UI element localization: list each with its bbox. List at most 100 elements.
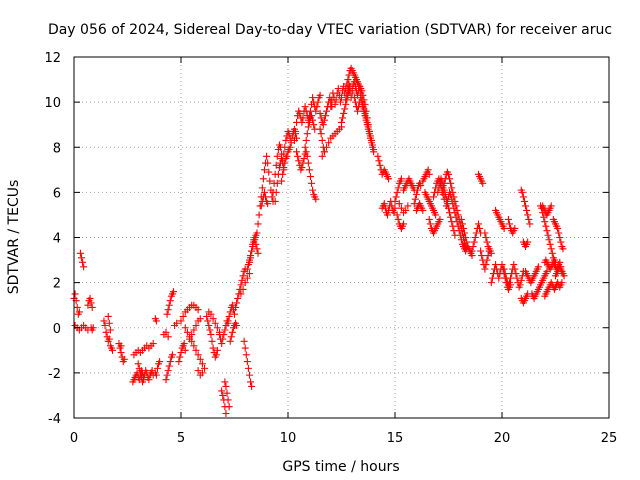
data-point <box>166 358 174 366</box>
data-point <box>239 272 247 280</box>
data-point <box>243 358 251 366</box>
series-arc-ac <box>224 301 238 325</box>
data-point <box>340 109 348 117</box>
data-point <box>152 317 160 325</box>
data-point <box>321 112 329 120</box>
series-arc-ci <box>552 263 568 280</box>
data-point <box>380 200 388 208</box>
data-point <box>548 249 556 257</box>
series-arc-bb <box>378 197 399 219</box>
data-point <box>186 335 194 343</box>
data-point <box>211 319 219 327</box>
series-arc-cg <box>541 279 566 300</box>
series-arc-ap <box>293 148 320 203</box>
data-point <box>257 202 265 210</box>
data-point <box>513 274 521 282</box>
data-point <box>259 175 267 183</box>
data-point <box>425 170 433 178</box>
data-point <box>164 367 172 375</box>
data-point <box>500 265 508 273</box>
x-axis-label: GPS time / hours <box>282 459 399 475</box>
data-point <box>374 152 382 160</box>
data-point <box>445 170 452 178</box>
data-point <box>478 252 486 260</box>
data-point <box>237 290 245 298</box>
data-point <box>86 294 94 302</box>
data-point <box>471 234 479 241</box>
data-point <box>364 123 372 131</box>
data-point <box>237 281 245 289</box>
data-point <box>302 148 310 156</box>
data-point <box>309 94 317 102</box>
data-point <box>282 136 290 144</box>
data-point <box>413 186 421 194</box>
data-point <box>449 200 457 208</box>
data-point <box>219 335 227 343</box>
data-point <box>312 195 320 203</box>
series-arc-f <box>100 317 117 354</box>
data-point <box>206 326 214 334</box>
data-point <box>226 337 234 345</box>
data-point <box>323 143 331 151</box>
y-tick-label: 4 <box>53 232 61 247</box>
data-point <box>334 85 342 93</box>
y-tick-label: 12 <box>44 51 61 66</box>
data-point <box>394 215 402 223</box>
data-point <box>254 220 262 228</box>
data-point <box>319 121 327 129</box>
series-arc-bc <box>391 175 405 205</box>
data-point <box>227 333 235 341</box>
data-point <box>209 315 217 323</box>
data-point <box>560 272 568 280</box>
data-point <box>320 116 328 124</box>
data-point <box>260 188 268 196</box>
data-point <box>212 351 220 359</box>
data-point <box>482 234 490 241</box>
data-point <box>218 340 226 348</box>
data-point <box>354 107 362 115</box>
series-arc-q <box>163 288 178 318</box>
data-point <box>520 197 528 205</box>
data-point <box>479 179 487 187</box>
data-point <box>243 265 251 273</box>
data-point <box>391 204 399 212</box>
data-point <box>255 211 263 219</box>
data-point <box>317 130 325 138</box>
series-arc-bi <box>419 166 433 185</box>
data-point <box>163 371 171 379</box>
data-point <box>76 249 84 257</box>
series-arc-p <box>160 328 172 341</box>
data-point <box>175 358 183 366</box>
data-point <box>102 328 110 336</box>
data-point <box>194 351 202 359</box>
series-arc-s <box>175 340 189 366</box>
y-tick-label: 0 <box>53 322 61 337</box>
data-point <box>342 100 350 108</box>
data-point <box>105 335 113 343</box>
series-arc-cb <box>522 263 542 287</box>
data-point <box>164 306 172 314</box>
data-point <box>219 391 227 399</box>
data-point <box>395 200 403 208</box>
data-point <box>336 98 344 106</box>
data-point <box>304 159 312 167</box>
data-point <box>87 299 95 307</box>
data-point <box>393 188 401 196</box>
data-point <box>80 263 88 271</box>
data-point <box>106 326 114 334</box>
chart-title: Day 056 of 2024, Sidereal Day-to-day VTE… <box>48 22 612 38</box>
data-point <box>320 148 328 156</box>
data-point <box>526 220 534 228</box>
series-arc-az <box>359 100 378 154</box>
x-tick-label: 10 <box>280 431 297 446</box>
data-point <box>75 308 83 316</box>
y-tick-label: -2 <box>48 367 61 382</box>
data-point <box>100 317 108 325</box>
data-point <box>463 238 471 246</box>
series-arc-ce <box>539 202 555 219</box>
data-point <box>555 229 563 237</box>
data-point <box>332 96 340 104</box>
data-point <box>343 96 351 104</box>
data-point <box>247 254 255 262</box>
series-arc-w <box>194 364 209 379</box>
